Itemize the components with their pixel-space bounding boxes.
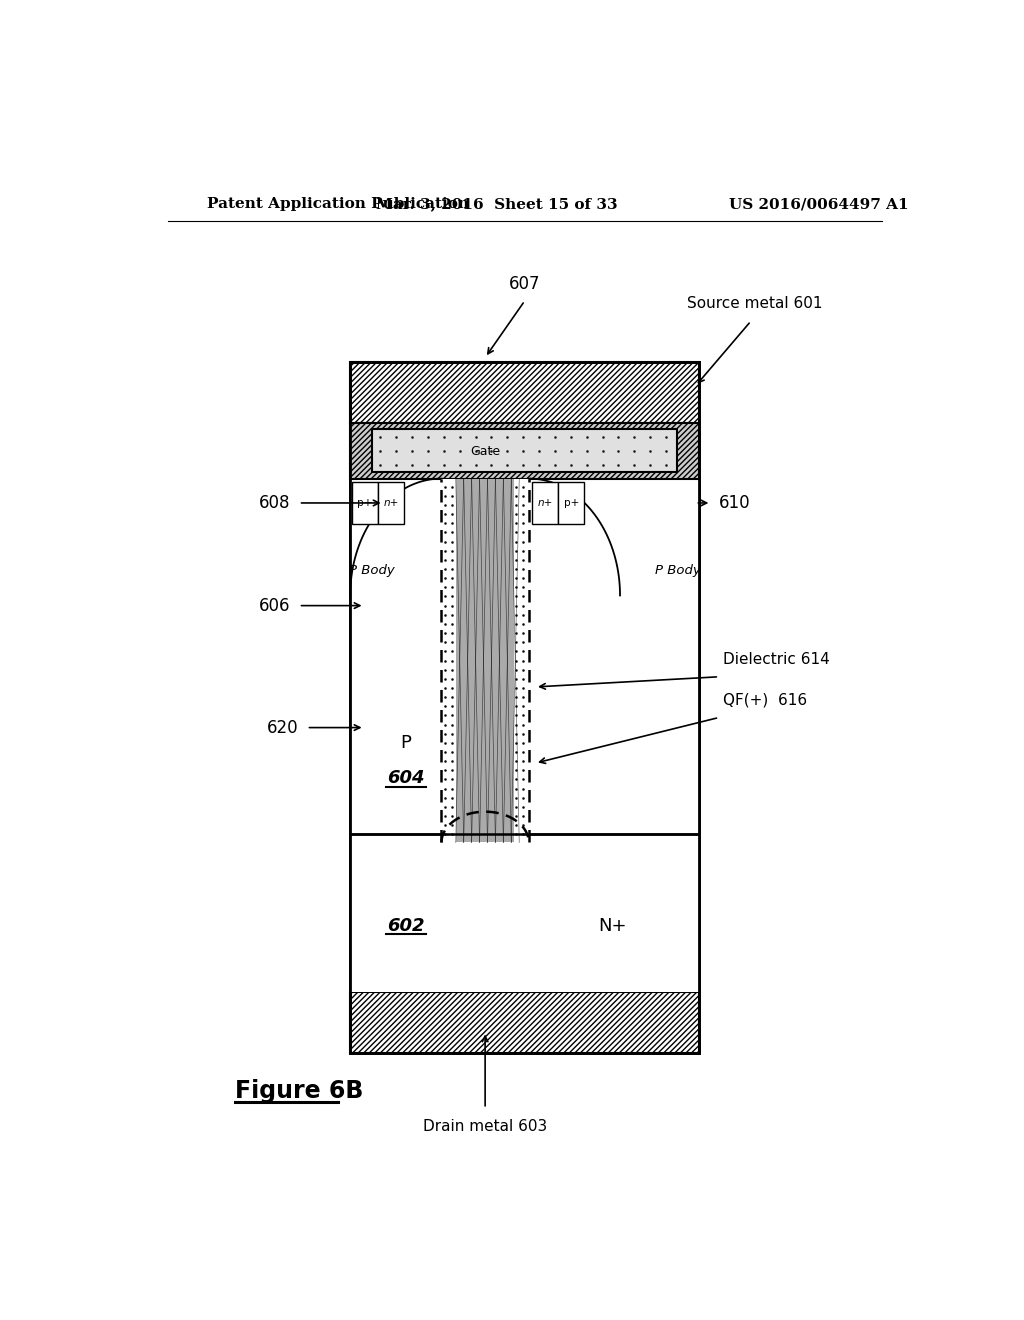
Text: P Body: P Body <box>655 564 700 577</box>
Text: P Body: P Body <box>349 564 394 577</box>
Text: n+: n+ <box>538 498 553 508</box>
Bar <box>373 429 677 473</box>
Bar <box>456 479 514 842</box>
Text: QF(+)  616: QF(+) 616 <box>723 692 807 708</box>
Text: 620: 620 <box>267 718 299 737</box>
Text: 604: 604 <box>387 770 425 788</box>
Text: Drain metal 603: Drain metal 603 <box>423 1119 547 1134</box>
Bar <box>441 479 528 842</box>
Bar <box>350 362 699 422</box>
Text: 608: 608 <box>259 494 291 512</box>
Bar <box>350 362 699 1053</box>
Text: 602: 602 <box>387 917 425 935</box>
Text: Patent Application Publication: Patent Application Publication <box>207 197 469 211</box>
Text: US 2016/0064497 A1: US 2016/0064497 A1 <box>729 197 908 211</box>
Text: 607: 607 <box>509 275 541 293</box>
Bar <box>350 479 699 834</box>
Text: 610: 610 <box>719 494 751 512</box>
Text: p+: p+ <box>357 498 373 508</box>
Text: Source metal 601: Source metal 601 <box>687 296 822 312</box>
Bar <box>350 422 699 479</box>
Text: Dielectric 614: Dielectric 614 <box>723 652 829 667</box>
Bar <box>531 482 558 524</box>
Text: N+: N+ <box>598 917 627 935</box>
Text: p+: p+ <box>563 498 579 508</box>
Text: Gate: Gate <box>470 445 500 458</box>
Bar <box>350 991 699 1053</box>
Bar <box>352 482 378 524</box>
Text: Figure 6B: Figure 6B <box>236 1080 364 1104</box>
Bar <box>378 482 404 524</box>
Bar <box>350 362 699 1053</box>
Bar <box>350 834 699 991</box>
Bar <box>558 482 585 524</box>
Text: 606: 606 <box>259 597 291 615</box>
Text: n+: n+ <box>383 498 398 508</box>
Text: Mar. 3, 2016  Sheet 15 of 33: Mar. 3, 2016 Sheet 15 of 33 <box>376 197 617 211</box>
Text: P: P <box>400 734 412 752</box>
